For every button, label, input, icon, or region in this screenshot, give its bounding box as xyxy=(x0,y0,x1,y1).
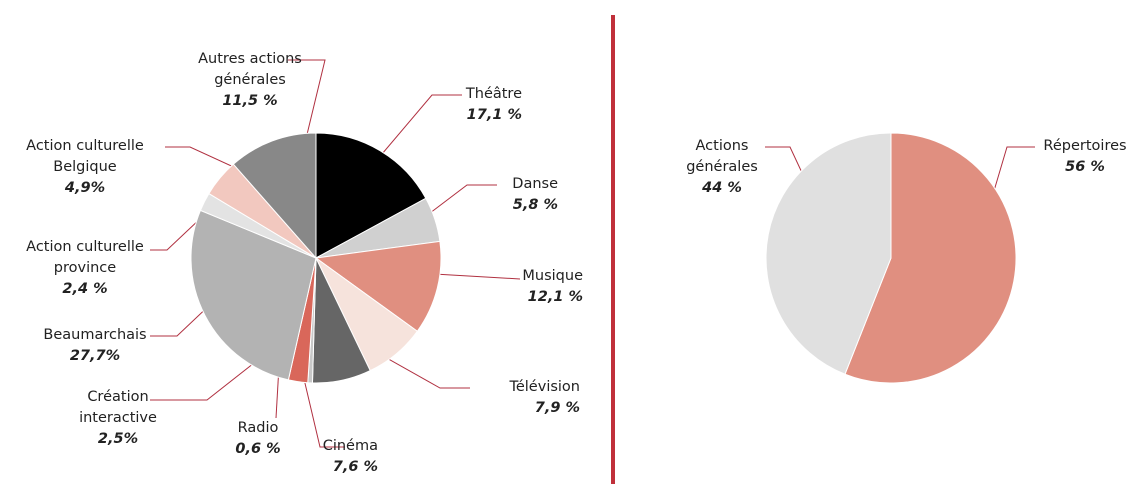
slice-label: Cinéma 7,6 % xyxy=(323,436,378,478)
slice-label: Actions générales 44 % xyxy=(682,136,762,199)
category-label: Cinéma xyxy=(322,438,378,454)
slice-label: Répertoires 56 % xyxy=(1043,136,1126,178)
category-label: Répertoires xyxy=(1043,138,1127,154)
pie-slice xyxy=(765,132,892,375)
value-label: 27,7% xyxy=(69,348,121,364)
category-label: Autres actions générales xyxy=(198,51,302,88)
value-label: 17,1 % xyxy=(466,107,522,123)
category-label: Musique xyxy=(522,268,583,284)
slice-label: Musique 12,1 % xyxy=(522,266,583,308)
pie-slice xyxy=(232,132,317,260)
value-label: 44 % xyxy=(702,180,742,196)
category-label: Beaumarchais xyxy=(43,327,147,343)
slice-label: Danse 5,8 % xyxy=(512,174,558,216)
value-label: 56 % xyxy=(1065,159,1105,175)
category-label: Télévision xyxy=(509,379,580,395)
pie-slice xyxy=(314,240,442,332)
category-label: Action culturelle Belgique xyxy=(26,138,144,175)
pie-slice xyxy=(190,209,317,381)
slice-label: Action culturelle province 2,4 % xyxy=(10,237,160,300)
slice-label: Création interactive 2,5% xyxy=(68,387,168,450)
value-label: 2,4 % xyxy=(62,281,108,297)
category-label: Actions générales xyxy=(686,138,758,175)
value-label: 4,9% xyxy=(64,180,106,196)
category-label: Radio xyxy=(237,420,279,436)
pie-slice xyxy=(844,132,1017,384)
slice-label: Radio 0,6 % xyxy=(235,418,280,460)
pie-slice xyxy=(315,132,427,259)
value-label: 11,5 % xyxy=(222,93,278,109)
slice-label: Autres actions générales 11,5 % xyxy=(175,49,325,112)
slice-label: Action culturelle Belgique 4,9% xyxy=(10,136,160,199)
slice-label: Télévision 7,9 % xyxy=(509,377,580,419)
value-label: 7,9 % xyxy=(534,400,580,416)
value-label: 2,5% xyxy=(97,431,139,447)
value-label: 0,6 % xyxy=(235,441,281,457)
value-label: 5,8 % xyxy=(512,197,558,213)
slice-label: Beaumarchais 27,7% xyxy=(43,325,146,367)
category-label: Création interactive xyxy=(79,389,157,426)
value-label: 12,1 % xyxy=(527,289,583,305)
category-label: Théâtre xyxy=(465,86,522,102)
slice-label: Théâtre 17,1 % xyxy=(466,84,522,126)
category-label: Danse xyxy=(512,176,558,192)
value-label: 7,6 % xyxy=(332,459,378,475)
category-label: Action culturelle province xyxy=(26,239,144,276)
